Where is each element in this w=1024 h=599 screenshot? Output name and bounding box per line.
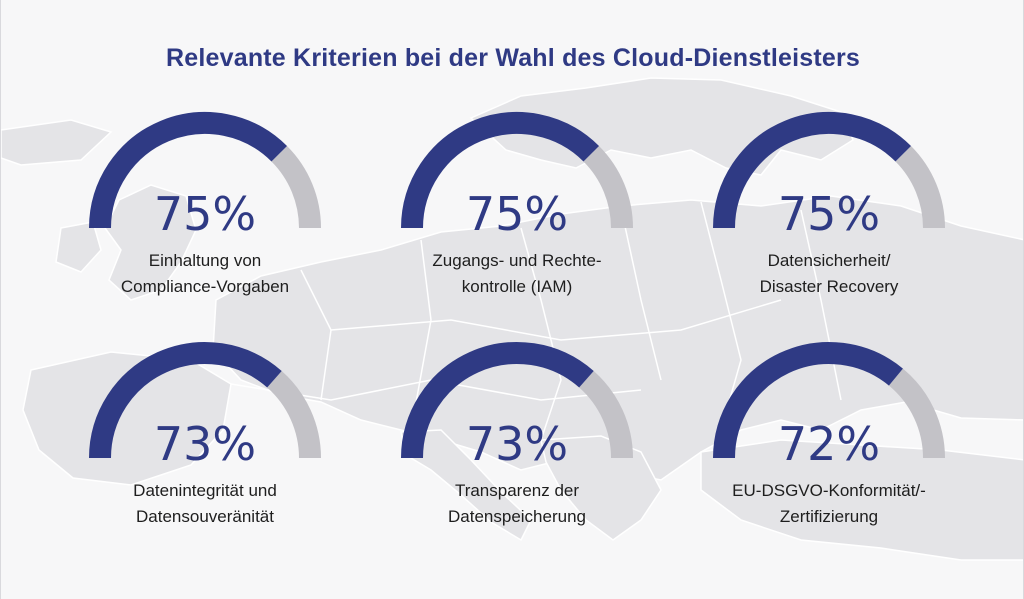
map-border-line [620,207,662,381]
map-region-italy [400,429,532,542]
map-region-ireland [55,221,102,273]
gauge-percent-label: 75% [154,187,256,241]
gauge-fill-arc [713,342,903,459]
gauge-fill-arc [89,112,288,229]
gauge-track [578,370,633,459]
map-region-north-atlantic [1,119,113,166]
gauge-criterion-label: Transparenz der [455,481,579,500]
gauge-1: 75% Einhaltung von Compliance-Vorgaben [89,112,321,296]
map-region-british-isles [104,184,197,301]
gauge-fill-arc [713,112,912,229]
chart-title: Relevante Kriterien bei der Wahl des Clo… [166,44,860,72]
gauge-criterion-label: Zertifizierung [780,507,878,526]
map-border-line [410,239,432,431]
map-border-line [800,209,842,401]
map-border-line [330,299,782,341]
gauge-track [888,368,945,459]
gauge-track [583,145,633,229]
gauge-2: 75% Zugangs- und Rechte-kontrolle (IAM) [401,112,633,296]
gauge-track [271,145,321,229]
map-border-line [520,227,562,441]
gauge-5: 73% Transparenz der Datenspeicherung [401,342,633,526]
gauge-criterion-label: Einhaltung von [149,251,261,270]
gauge-percent-label: 75% [778,187,880,241]
gauge-criterion-label: Disaster Recovery [760,277,899,296]
gauge-criterion-label: Compliance-Vorgaben [121,277,289,296]
gauge-criterion-label: Datensicherheit/ [768,251,891,270]
gauge-fill-arc [401,342,594,459]
gauge-percent-label: 73% [466,417,568,471]
gauge-percent-label: 72% [778,417,880,471]
gauge-criterion-label: Datenspeicherung [448,507,586,526]
map-border-line [700,201,742,431]
gauge-criterion-label: kontrolle (IAM) [462,277,573,296]
gauge-criterion-label: EU-DSGVO-Konformität/- [732,481,926,500]
gauge-percent-label: 75% [466,187,568,241]
gauge-criterion-label: Zugangs- und Rechte- [432,251,601,270]
gauge-criterion-label: Datensouveränität [136,507,274,526]
gauge-track [266,370,321,459]
gauge-percent-label: 73% [154,417,256,471]
gauge-4: 73% Datenintegrität und Datensouveränität [89,342,321,526]
gauge-fill-arc [401,112,600,229]
gauge-3: 75% Datensicherheit/Disaster Recovery [713,112,945,296]
gauge-fill-arc [89,342,282,459]
map-region-east [700,439,1023,561]
gauge-6: 72% EU-DSGVO-Konformität/- Zertifizierung [713,342,945,526]
gauge-track [895,145,945,229]
gauge-criterion-label: Datenintegrität und [133,481,277,500]
